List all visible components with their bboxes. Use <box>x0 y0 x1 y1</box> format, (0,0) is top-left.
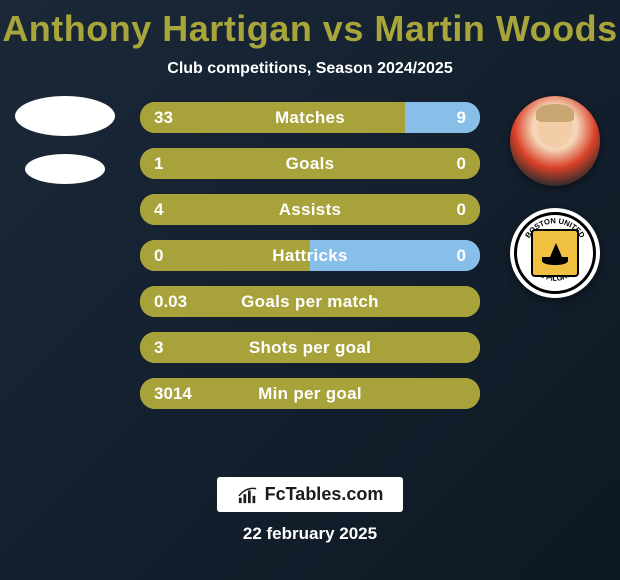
stat-bar: 33Matches9 <box>140 102 480 133</box>
fctables-logo: FcTables.com <box>217 477 404 512</box>
stat-bars: 33Matches91Goals04Assists00Hattricks00.0… <box>140 102 480 409</box>
stat-label: Goals per match <box>140 292 480 312</box>
stat-label: Goals <box>140 154 480 174</box>
player-right-crest: BOSTON UNITED THE PILGRIMS <box>510 208 600 298</box>
page-title: Anthony Hartigan vs Martin Woods <box>2 8 617 50</box>
stat-value-right: 0 <box>457 200 466 220</box>
stat-value-right: 0 <box>457 246 466 266</box>
stat-bar: 3014Min per goal <box>140 378 480 409</box>
stat-label: Hattricks <box>140 246 480 266</box>
stat-label: Shots per goal <box>140 338 480 358</box>
stat-label: Assists <box>140 200 480 220</box>
logo-text: FcTables.com <box>265 484 384 505</box>
stat-label: Min per goal <box>140 384 480 404</box>
chart-icon <box>237 485 259 505</box>
player-right-photo <box>510 96 600 186</box>
stat-bar: 1Goals0 <box>140 148 480 179</box>
right-player-column: BOSTON UNITED THE PILGRIMS <box>500 96 610 298</box>
left-player-column <box>10 96 120 184</box>
subtitle: Club competitions, Season 2024/2025 <box>167 60 452 78</box>
stat-value-right: 9 <box>457 108 466 128</box>
stat-value-right: 0 <box>457 154 466 174</box>
stat-bar: 0Hattricks0 <box>140 240 480 271</box>
crest-center <box>531 229 579 277</box>
date-label: 22 february 2025 <box>243 524 377 544</box>
player-left-photo-placeholder <box>15 96 115 136</box>
player-left-crest-placeholder <box>25 154 105 184</box>
stat-bar: 0.03Goals per match <box>140 286 480 317</box>
stat-label: Matches <box>140 108 480 128</box>
ship-icon <box>540 241 570 265</box>
stat-bar: 3Shots per goal <box>140 332 480 363</box>
stat-bar: 4Assists0 <box>140 194 480 225</box>
